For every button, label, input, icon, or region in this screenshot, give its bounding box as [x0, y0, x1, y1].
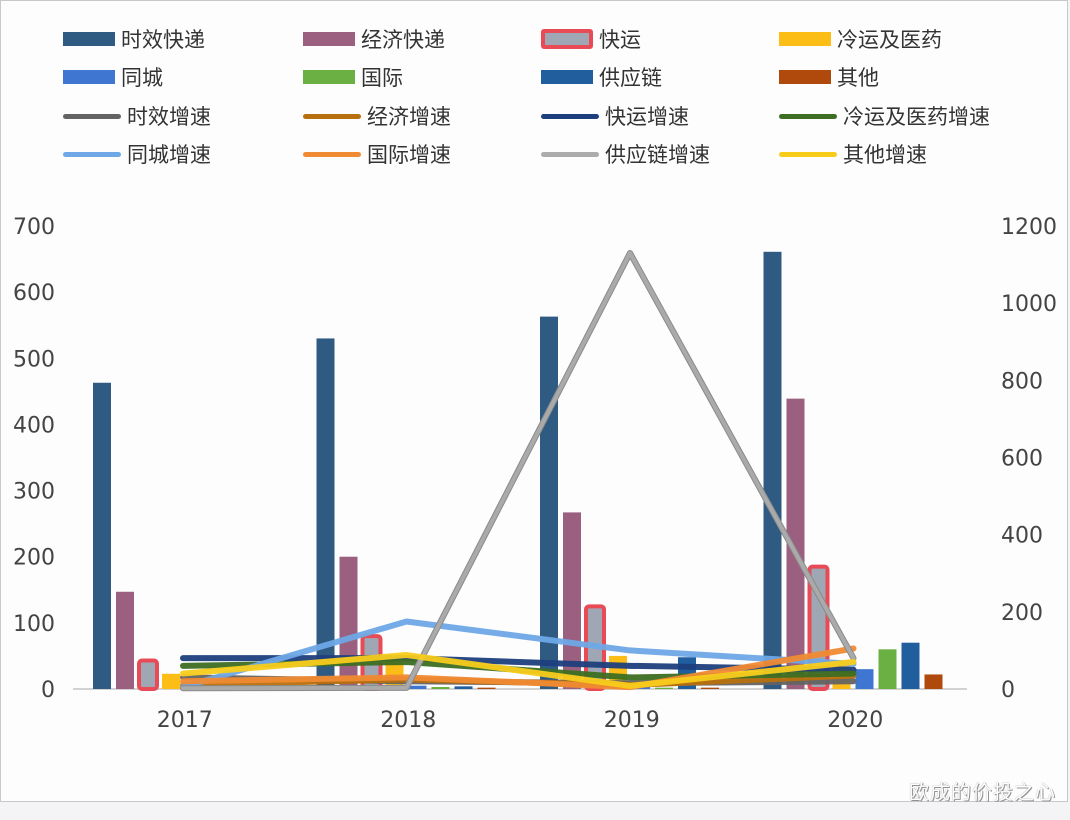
legend-item[interactable]: 同城 — [63, 59, 163, 95]
legend-line-swatch-icon — [779, 113, 837, 119]
legend-label: 时效增速 — [127, 105, 211, 129]
legend-line-swatch-icon — [303, 151, 361, 157]
bar-供应链[interactable] — [454, 686, 473, 689]
bar-国际[interactable] — [431, 687, 450, 689]
legend-item[interactable]: 国际 — [303, 59, 403, 95]
left-axis-tick: 100 — [13, 612, 55, 637]
right-axis-tick: 1000 — [1001, 292, 1057, 317]
legend-line-swatch-icon — [779, 151, 837, 157]
chart-frame: 时效快递 经济快递 快运 冷运及医药同城 国际 供应链 其他时效增速 经济增速 快运增速 冷运及医… — [0, 0, 1068, 802]
legend-label: 供应链增速 — [605, 143, 710, 167]
x-axis-label: 2017 — [157, 708, 213, 733]
legend-label: 同城 — [121, 66, 163, 90]
legend-item[interactable]: 供应链 — [541, 59, 662, 95]
line-国际增速[interactable] — [180, 645, 857, 691]
legend-item[interactable]: 经济快递 — [303, 21, 445, 57]
x-axis-label: 2020 — [827, 708, 883, 733]
legend-bar-swatch-icon — [63, 70, 115, 84]
bar-经济快递[interactable] — [339, 556, 358, 689]
legend-line-swatch-icon — [63, 113, 121, 119]
line-供应链增速[interactable] — [181, 251, 856, 691]
legend-label: 其他增速 — [843, 143, 927, 167]
legend-label: 时效快递 — [121, 28, 205, 52]
bar-同城[interactable] — [408, 685, 427, 689]
legend-line-swatch-icon — [541, 113, 599, 119]
legend-item[interactable]: 供应链增速 — [541, 136, 710, 172]
bar-冷运及医药[interactable] — [162, 673, 180, 689]
bar-国际[interactable] — [655, 687, 673, 689]
legend-bar-swatch-icon — [541, 70, 593, 84]
bar-其他[interactable] — [701, 687, 719, 689]
legend-label: 供应链 — [599, 66, 662, 90]
legend-item[interactable]: 国际增速 — [303, 136, 451, 172]
legend-bar-swatch-icon — [303, 32, 355, 46]
bar-同城[interactable] — [855, 669, 874, 689]
right-axis-tick: 0 — [1001, 678, 1015, 703]
bar-其他[interactable] — [477, 687, 496, 689]
legend-item[interactable]: 同城增速 — [63, 136, 211, 172]
legend-bar-swatch-icon — [779, 32, 831, 46]
legend-item[interactable]: 快运增速 — [541, 98, 689, 134]
legend-line-swatch-icon — [303, 113, 361, 119]
left-axis-tick: 500 — [13, 347, 55, 372]
legend-line-swatch-icon — [541, 151, 599, 157]
legend-item[interactable]: 时效增速 — [63, 98, 211, 134]
right-axis-tick: 200 — [1001, 601, 1043, 626]
legend-line-swatch-icon — [63, 151, 121, 157]
x-axis-label: 2018 — [380, 708, 436, 733]
left-axis-tick: 200 — [13, 546, 55, 571]
legend-bar-swatch-icon — [303, 70, 355, 84]
line-其他增速[interactable] — [180, 652, 857, 689]
bar-时效快递[interactable] — [540, 316, 558, 689]
bar-国际[interactable] — [878, 649, 897, 689]
legend-label: 国际 — [361, 66, 403, 90]
left-axis-tick: 0 — [41, 678, 55, 703]
legend-label: 冷运及医药 — [837, 28, 942, 52]
legend-bar-swatch-icon — [779, 70, 831, 84]
plot-area: 0 100 200 300 400 500 600 700 0 200 400 600 800 1000 1… — [13, 215, 1057, 733]
line-同城增速[interactable] — [180, 618, 857, 691]
legend-label: 其他 — [837, 66, 879, 90]
x-axis-label: 2019 — [604, 708, 660, 733]
right-axis-tick: 600 — [1001, 447, 1043, 472]
legend-label: 经济增速 — [367, 105, 451, 129]
bar-其他[interactable] — [924, 674, 943, 689]
legend-item[interactable]: 其他增速 — [779, 136, 927, 172]
legend-bar-swatch-icon — [541, 29, 593, 49]
legend-item[interactable]: 冷运及医药 — [779, 21, 942, 57]
legend-label: 同城增速 — [127, 143, 211, 167]
bar-经济快递[interactable] — [786, 398, 805, 689]
legend-bar-swatch-icon — [63, 32, 115, 46]
left-axis-tick: 700 — [13, 215, 55, 240]
legend-label: 快运增速 — [605, 105, 689, 129]
bar-时效快递[interactable] — [763, 251, 782, 689]
legend-label: 快运 — [599, 28, 641, 52]
right-axis-tick: 400 — [1001, 524, 1043, 549]
bar-供应链[interactable] — [901, 642, 920, 689]
legend-item[interactable]: 时效快递 — [63, 21, 205, 57]
bar-时效快递[interactable] — [93, 382, 111, 689]
legend-item[interactable]: 经济增速 — [303, 98, 451, 134]
legend-item[interactable]: 冷运及医药增速 — [779, 98, 990, 134]
right-axis-tick: 800 — [1001, 369, 1043, 394]
bar-快运[interactable] — [137, 658, 159, 692]
right-axis-tick: 1200 — [1001, 215, 1057, 240]
watermark: 欧成的价投之心 — [909, 780, 1056, 804]
left-axis-tick: 600 — [13, 281, 55, 306]
legend-item[interactable]: 其他 — [779, 59, 879, 95]
bar-经济快递[interactable] — [116, 591, 134, 689]
left-axis-tick: 400 — [13, 413, 55, 438]
left-axis-tick: 300 — [13, 480, 55, 505]
legend-label: 冷运及医药增速 — [843, 105, 990, 129]
legend-item[interactable]: 快运 — [541, 21, 641, 57]
legend-label: 经济快递 — [361, 28, 445, 52]
legend-label: 国际增速 — [367, 143, 451, 167]
bar-时效快递[interactable] — [316, 338, 335, 689]
